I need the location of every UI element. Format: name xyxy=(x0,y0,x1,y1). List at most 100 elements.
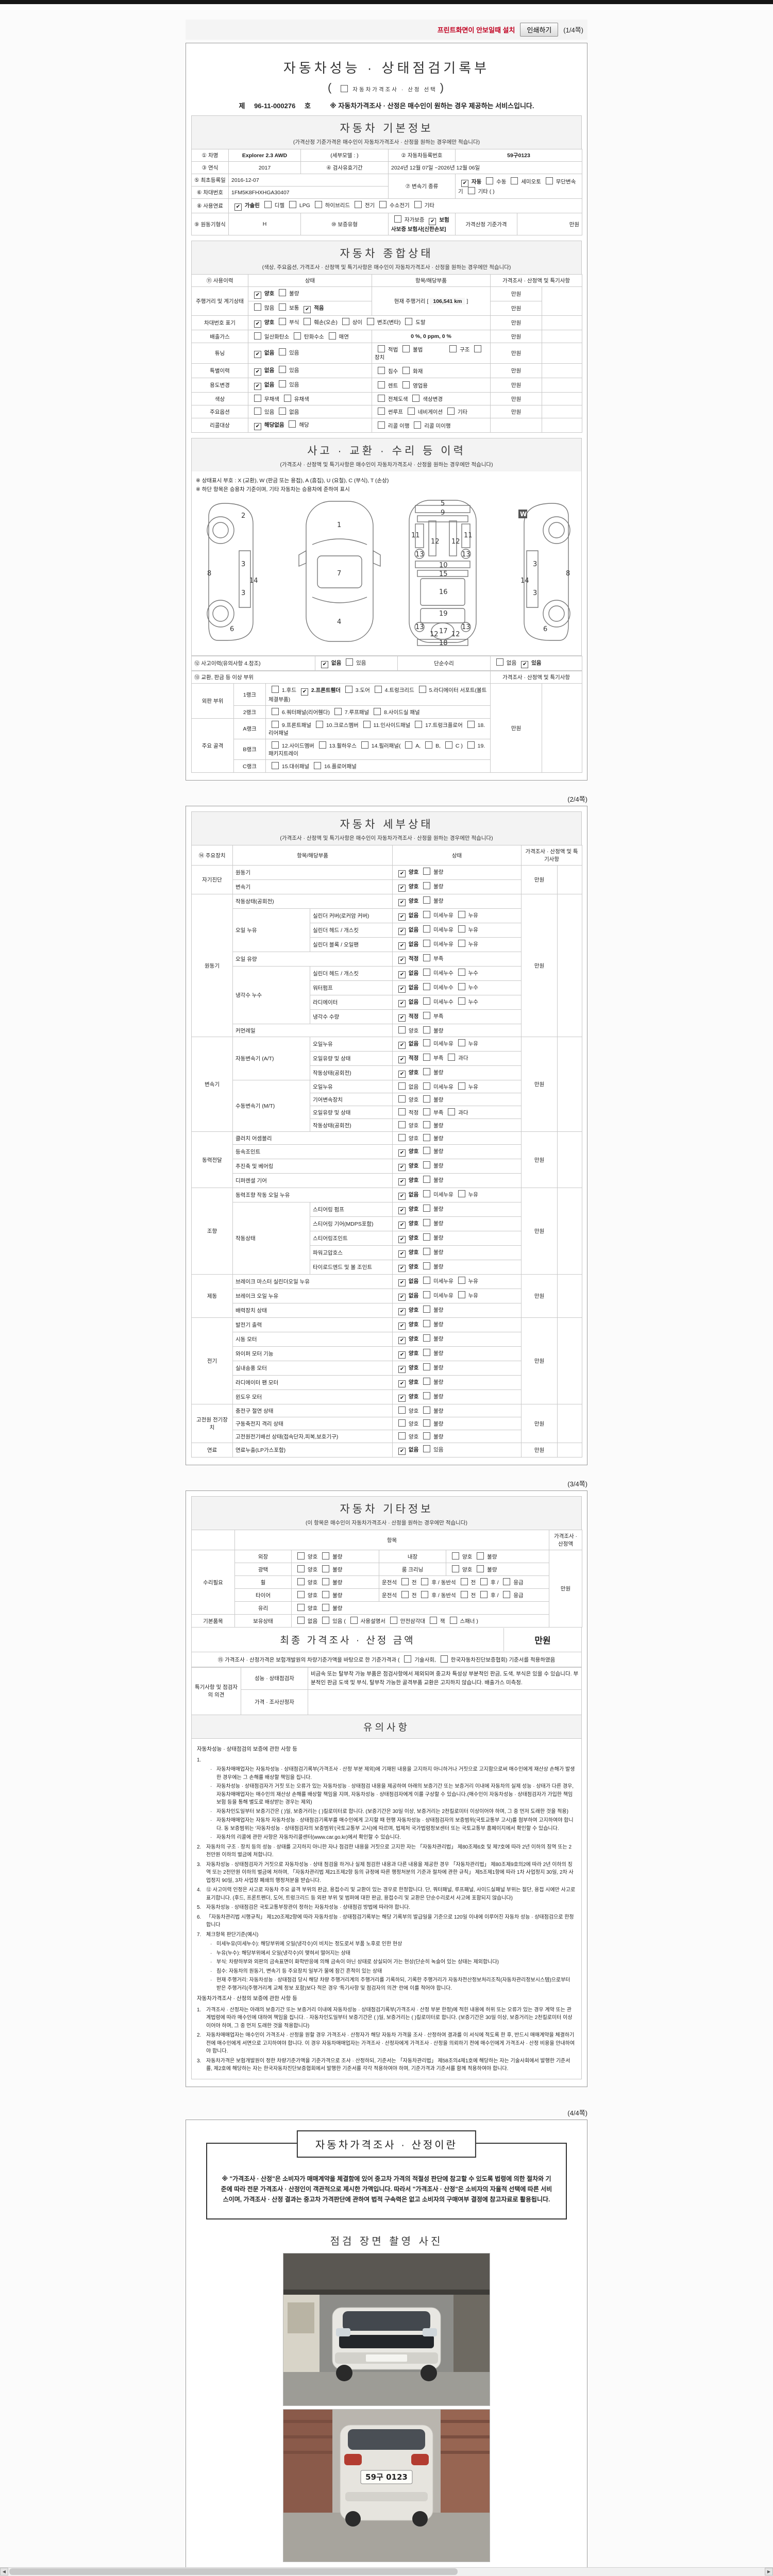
checkbox-icon[interactable]: ✔ xyxy=(254,320,261,328)
checkbox-icon[interactable]: ✔ xyxy=(461,180,468,187)
checkbox-icon[interactable] xyxy=(345,686,352,693)
checkbox-icon[interactable] xyxy=(279,289,287,296)
checkbox-icon[interactable]: ✔ xyxy=(300,688,308,696)
checkbox-icon[interactable] xyxy=(314,201,322,208)
checkbox-icon[interactable] xyxy=(402,366,410,374)
checkbox-icon[interactable] xyxy=(254,395,261,402)
checkbox-icon[interactable] xyxy=(480,1591,488,1598)
checkbox-icon[interactable]: ✔ xyxy=(521,661,529,668)
checkbox-icon[interactable] xyxy=(297,1591,305,1598)
checkbox-icon[interactable] xyxy=(361,741,368,749)
checkbox-icon[interactable]: ✔ xyxy=(398,971,406,978)
checkbox-icon[interactable]: ✔ xyxy=(398,1056,406,1063)
checkbox-icon[interactable] xyxy=(350,1617,358,1624)
checkbox-icon[interactable] xyxy=(423,1392,431,1399)
checkbox-icon[interactable]: ✔ xyxy=(398,1448,406,1455)
checkbox-icon[interactable] xyxy=(297,1552,305,1560)
checkbox-icon[interactable]: ✔ xyxy=(398,1071,406,1078)
checkbox-icon[interactable] xyxy=(458,940,465,947)
checkbox-icon[interactable] xyxy=(294,332,301,340)
checkbox-icon[interactable]: ✔ xyxy=(398,1279,406,1286)
checkbox-icon[interactable] xyxy=(322,1565,330,1572)
checkbox-icon[interactable] xyxy=(322,1617,330,1624)
checkbox-icon[interactable] xyxy=(449,345,457,352)
checkbox-icon[interactable] xyxy=(423,1082,431,1090)
checkbox-icon[interactable] xyxy=(460,1591,468,1598)
checkbox-icon[interactable] xyxy=(448,1108,456,1115)
checkbox-icon[interactable] xyxy=(272,762,279,769)
checkbox-icon[interactable] xyxy=(378,366,385,374)
checkbox-icon[interactable] xyxy=(458,911,465,918)
checkbox-icon[interactable] xyxy=(322,1604,330,1611)
checkbox-icon[interactable] xyxy=(414,201,422,208)
checkbox-icon[interactable] xyxy=(458,1291,465,1298)
checkbox-icon[interactable] xyxy=(423,896,431,904)
checkbox-icon[interactable]: ✔ xyxy=(398,986,406,993)
checkbox-icon[interactable]: ✔ xyxy=(398,1014,406,1022)
checkbox-icon[interactable] xyxy=(458,1277,465,1284)
checkbox-icon[interactable] xyxy=(272,741,279,749)
checkbox-icon[interactable] xyxy=(398,1095,406,1103)
checkbox-icon[interactable] xyxy=(477,1552,484,1560)
checkbox-icon[interactable] xyxy=(474,345,482,352)
checkbox-icon[interactable]: ✔ xyxy=(398,928,406,935)
checkbox-icon[interactable] xyxy=(423,868,431,875)
checkbox-icon[interactable] xyxy=(322,1578,330,1585)
checkbox-icon[interactable] xyxy=(378,421,385,429)
checkbox-icon[interactable] xyxy=(423,969,431,976)
checkbox-icon[interactable] xyxy=(254,332,261,340)
checkbox-icon[interactable] xyxy=(423,954,431,961)
checkbox-icon[interactable] xyxy=(366,318,374,325)
checkbox-icon[interactable]: ✔ xyxy=(398,1265,406,1272)
checkbox-icon[interactable] xyxy=(423,1334,431,1342)
checkbox-icon[interactable] xyxy=(297,1604,305,1611)
checkbox-icon[interactable] xyxy=(279,348,287,355)
checkbox-icon[interactable] xyxy=(423,1291,431,1298)
checkbox-icon[interactable] xyxy=(421,1591,429,1598)
checkbox-icon[interactable] xyxy=(279,366,287,373)
checkbox-icon[interactable] xyxy=(401,1578,409,1585)
checkbox-icon[interactable]: ✔ xyxy=(398,1207,406,1214)
checkbox-icon[interactable] xyxy=(425,741,433,749)
checkbox-icon[interactable] xyxy=(423,1320,431,1327)
checkbox-icon[interactable]: ✔ xyxy=(398,899,406,906)
checkbox-icon[interactable] xyxy=(423,997,431,1005)
checkbox-icon[interactable] xyxy=(448,1054,456,1061)
checkbox-icon[interactable] xyxy=(398,1082,406,1090)
checkbox-icon[interactable] xyxy=(423,1432,431,1439)
checkbox-icon[interactable] xyxy=(486,177,494,184)
checkbox-icon[interactable] xyxy=(423,1068,431,1075)
checkbox-icon[interactable] xyxy=(334,708,342,715)
checkbox-icon[interactable] xyxy=(423,1039,431,1046)
checkbox-icon[interactable]: ✔ xyxy=(398,913,406,921)
checkbox-icon[interactable] xyxy=(447,408,455,415)
checkbox-icon[interactable] xyxy=(297,1617,305,1624)
checkbox-icon[interactable] xyxy=(445,741,452,749)
print-button[interactable]: 인쇄하기 xyxy=(520,23,559,37)
checkbox-icon[interactable] xyxy=(423,1219,431,1226)
checkbox-icon[interactable] xyxy=(297,1578,305,1585)
checkbox-icon[interactable]: ✔ xyxy=(398,1042,406,1049)
checkbox-icon[interactable] xyxy=(423,911,431,918)
checkbox-icon[interactable]: ✔ xyxy=(234,204,242,211)
checkbox-icon[interactable]: ✔ xyxy=(254,351,261,358)
checkbox-icon[interactable]: ✔ xyxy=(398,1178,406,1185)
checkbox-icon[interactable] xyxy=(405,741,413,749)
checkbox-icon[interactable] xyxy=(414,421,422,429)
checkbox-icon[interactable] xyxy=(458,969,465,976)
print-install-link[interactable]: 프린트화면이 안보일때 설치 xyxy=(437,26,515,34)
checkbox-icon[interactable] xyxy=(398,1432,406,1439)
checkbox-icon[interactable] xyxy=(423,1248,431,1255)
scrollbar-thumb[interactable] xyxy=(9,2568,458,2575)
checkbox-icon[interactable] xyxy=(398,1134,406,1141)
checkbox-icon[interactable]: ✔ xyxy=(429,218,436,225)
checkbox-icon[interactable] xyxy=(423,1121,431,1128)
checkbox-icon[interactable] xyxy=(390,1617,397,1624)
checkbox-icon[interactable] xyxy=(374,708,381,715)
checkbox-icon[interactable]: ✔ xyxy=(398,1395,406,1402)
checkbox-icon[interactable] xyxy=(503,1591,511,1598)
checkbox-icon[interactable] xyxy=(272,708,279,715)
checkbox-icon[interactable] xyxy=(322,1552,330,1560)
checkbox-icon[interactable] xyxy=(449,1617,457,1624)
checkbox-icon[interactable] xyxy=(423,1176,431,1183)
